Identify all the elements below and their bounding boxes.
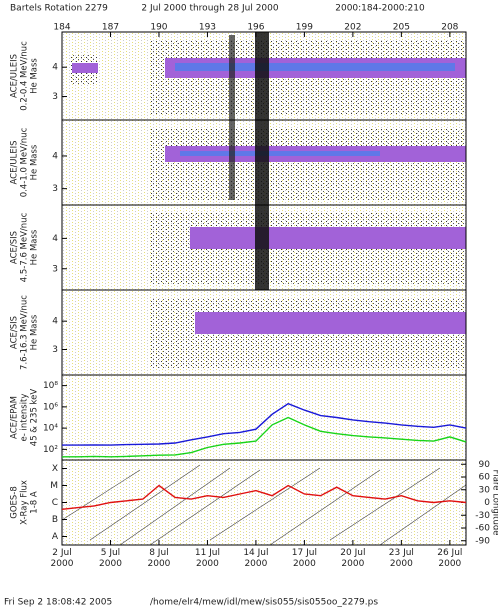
- doy-range: 2000:184-2000:210: [335, 4, 425, 14]
- y-tick-label: 3: [52, 345, 58, 355]
- y-tick-label: 10²: [43, 445, 58, 455]
- y-tick-label: X: [52, 464, 58, 474]
- title: Bartels Rotation 2279: [10, 4, 108, 14]
- y-tick-label: 4: [52, 63, 58, 73]
- x-tick-label: 196: [247, 23, 264, 33]
- series-line: [62, 402, 467, 446]
- x-tick-label: 187: [102, 23, 119, 33]
- y2-tick-label: 60: [479, 473, 491, 483]
- y-tick-label: 10⁸: [43, 381, 58, 391]
- y-axis-label: He Mass: [30, 58, 40, 94]
- x-tick-label: 5 Jul 2000: [99, 548, 122, 569]
- y-axis-label: ACE/SIS: [10, 316, 20, 349]
- y-axis-label: ACE/SIS: [10, 231, 20, 264]
- y-tick-label: M: [50, 481, 58, 491]
- y-axis-label: He Mass: [30, 229, 40, 265]
- density-decor: [70, 32, 466, 368]
- y-tick-label: 4: [52, 317, 58, 327]
- y-axis-label: 4.5-7.6 MeV/nuc: [20, 212, 30, 282]
- y-tick-label: 3: [52, 264, 58, 274]
- y-axis-label: 0.4-1.0 MeV/nuc: [20, 127, 30, 197]
- x-tick-label: 190: [150, 23, 167, 33]
- y-tick-label: 3: [52, 92, 58, 102]
- y-tick-label: A: [52, 532, 59, 542]
- date-range: 2 Jul 2000 through 28 Jul 2000: [141, 4, 279, 14]
- y-tick-label: B: [52, 515, 58, 525]
- y-axis-label: ACE/ULEIS: [10, 54, 20, 98]
- y-axis-label: 7.6-16.3 MeV/nuc: [20, 295, 30, 370]
- y-tick-label: 4: [52, 151, 58, 161]
- y2-tick-label: 30: [479, 485, 491, 495]
- y2-axis-label: Flare Longitude: [491, 470, 498, 536]
- y-axis-label: e- intensity: [20, 394, 30, 442]
- x-tick-label: 20 Jul 2000: [340, 548, 366, 569]
- y-axis-label: 45 & 235 keV: [30, 389, 40, 447]
- timestamp: Fri Sep 2 18:08:42 2005: [4, 598, 112, 608]
- x-tick-label: 193: [199, 23, 216, 33]
- x-tick-label: 17 Jul 2000: [291, 548, 317, 569]
- y-tick-label: 4: [52, 234, 58, 244]
- x-tick-label: 205: [393, 23, 410, 33]
- flare-lines: [61, 464, 467, 546]
- series-line: [61, 484, 467, 510]
- y-axis-label: ACE/ULEIS: [10, 140, 20, 184]
- y-axis-label: He Mass: [30, 144, 40, 180]
- y-axis-label: GOES-8: [10, 486, 20, 519]
- y-axis-label: 0.2-0.4 MeV/nuc: [20, 41, 30, 111]
- y-tick-label: 3: [52, 184, 58, 194]
- series-line: [62, 416, 467, 458]
- y-tick-label: C: [52, 498, 58, 508]
- x-tick-label: 199: [296, 23, 313, 33]
- y2-tick-label: -30: [475, 511, 490, 521]
- x-tick-label: 184: [53, 23, 70, 33]
- y-tick-label: 10⁴: [43, 424, 58, 434]
- x-tick-label: 2 Jul 2000: [50, 548, 74, 569]
- y2-tick-label: -90: [475, 536, 490, 546]
- x-tick-label: 11 Jul 2000: [194, 548, 221, 569]
- file-path: /home/elr4/mew/idl/mew/sis055/sis055oo_2…: [150, 598, 378, 608]
- x-tick-label: 8 Jul 2000: [147, 548, 171, 569]
- y2-tick-label: -60: [475, 524, 490, 534]
- x-tick-label: 26 Jul 2000: [437, 548, 463, 569]
- x-tick-label: 14 Jul 2000: [243, 548, 269, 569]
- y-tick-label: 10⁶: [43, 402, 58, 412]
- y-axis-label: ACE/EPAM: [10, 396, 20, 439]
- y2-tick-label: 90: [479, 460, 491, 470]
- x-tick-label: 208: [441, 23, 458, 33]
- x-tick-label: 23 Jul 2000: [388, 548, 414, 569]
- x-tick-label: 202: [344, 23, 361, 33]
- y2-tick-label: 0: [484, 498, 490, 508]
- y-axis-label: 1-8 A: [30, 491, 40, 514]
- y-axis-label: He Mass: [30, 314, 40, 350]
- y-axis-label: X-Ray Flux: [20, 480, 30, 525]
